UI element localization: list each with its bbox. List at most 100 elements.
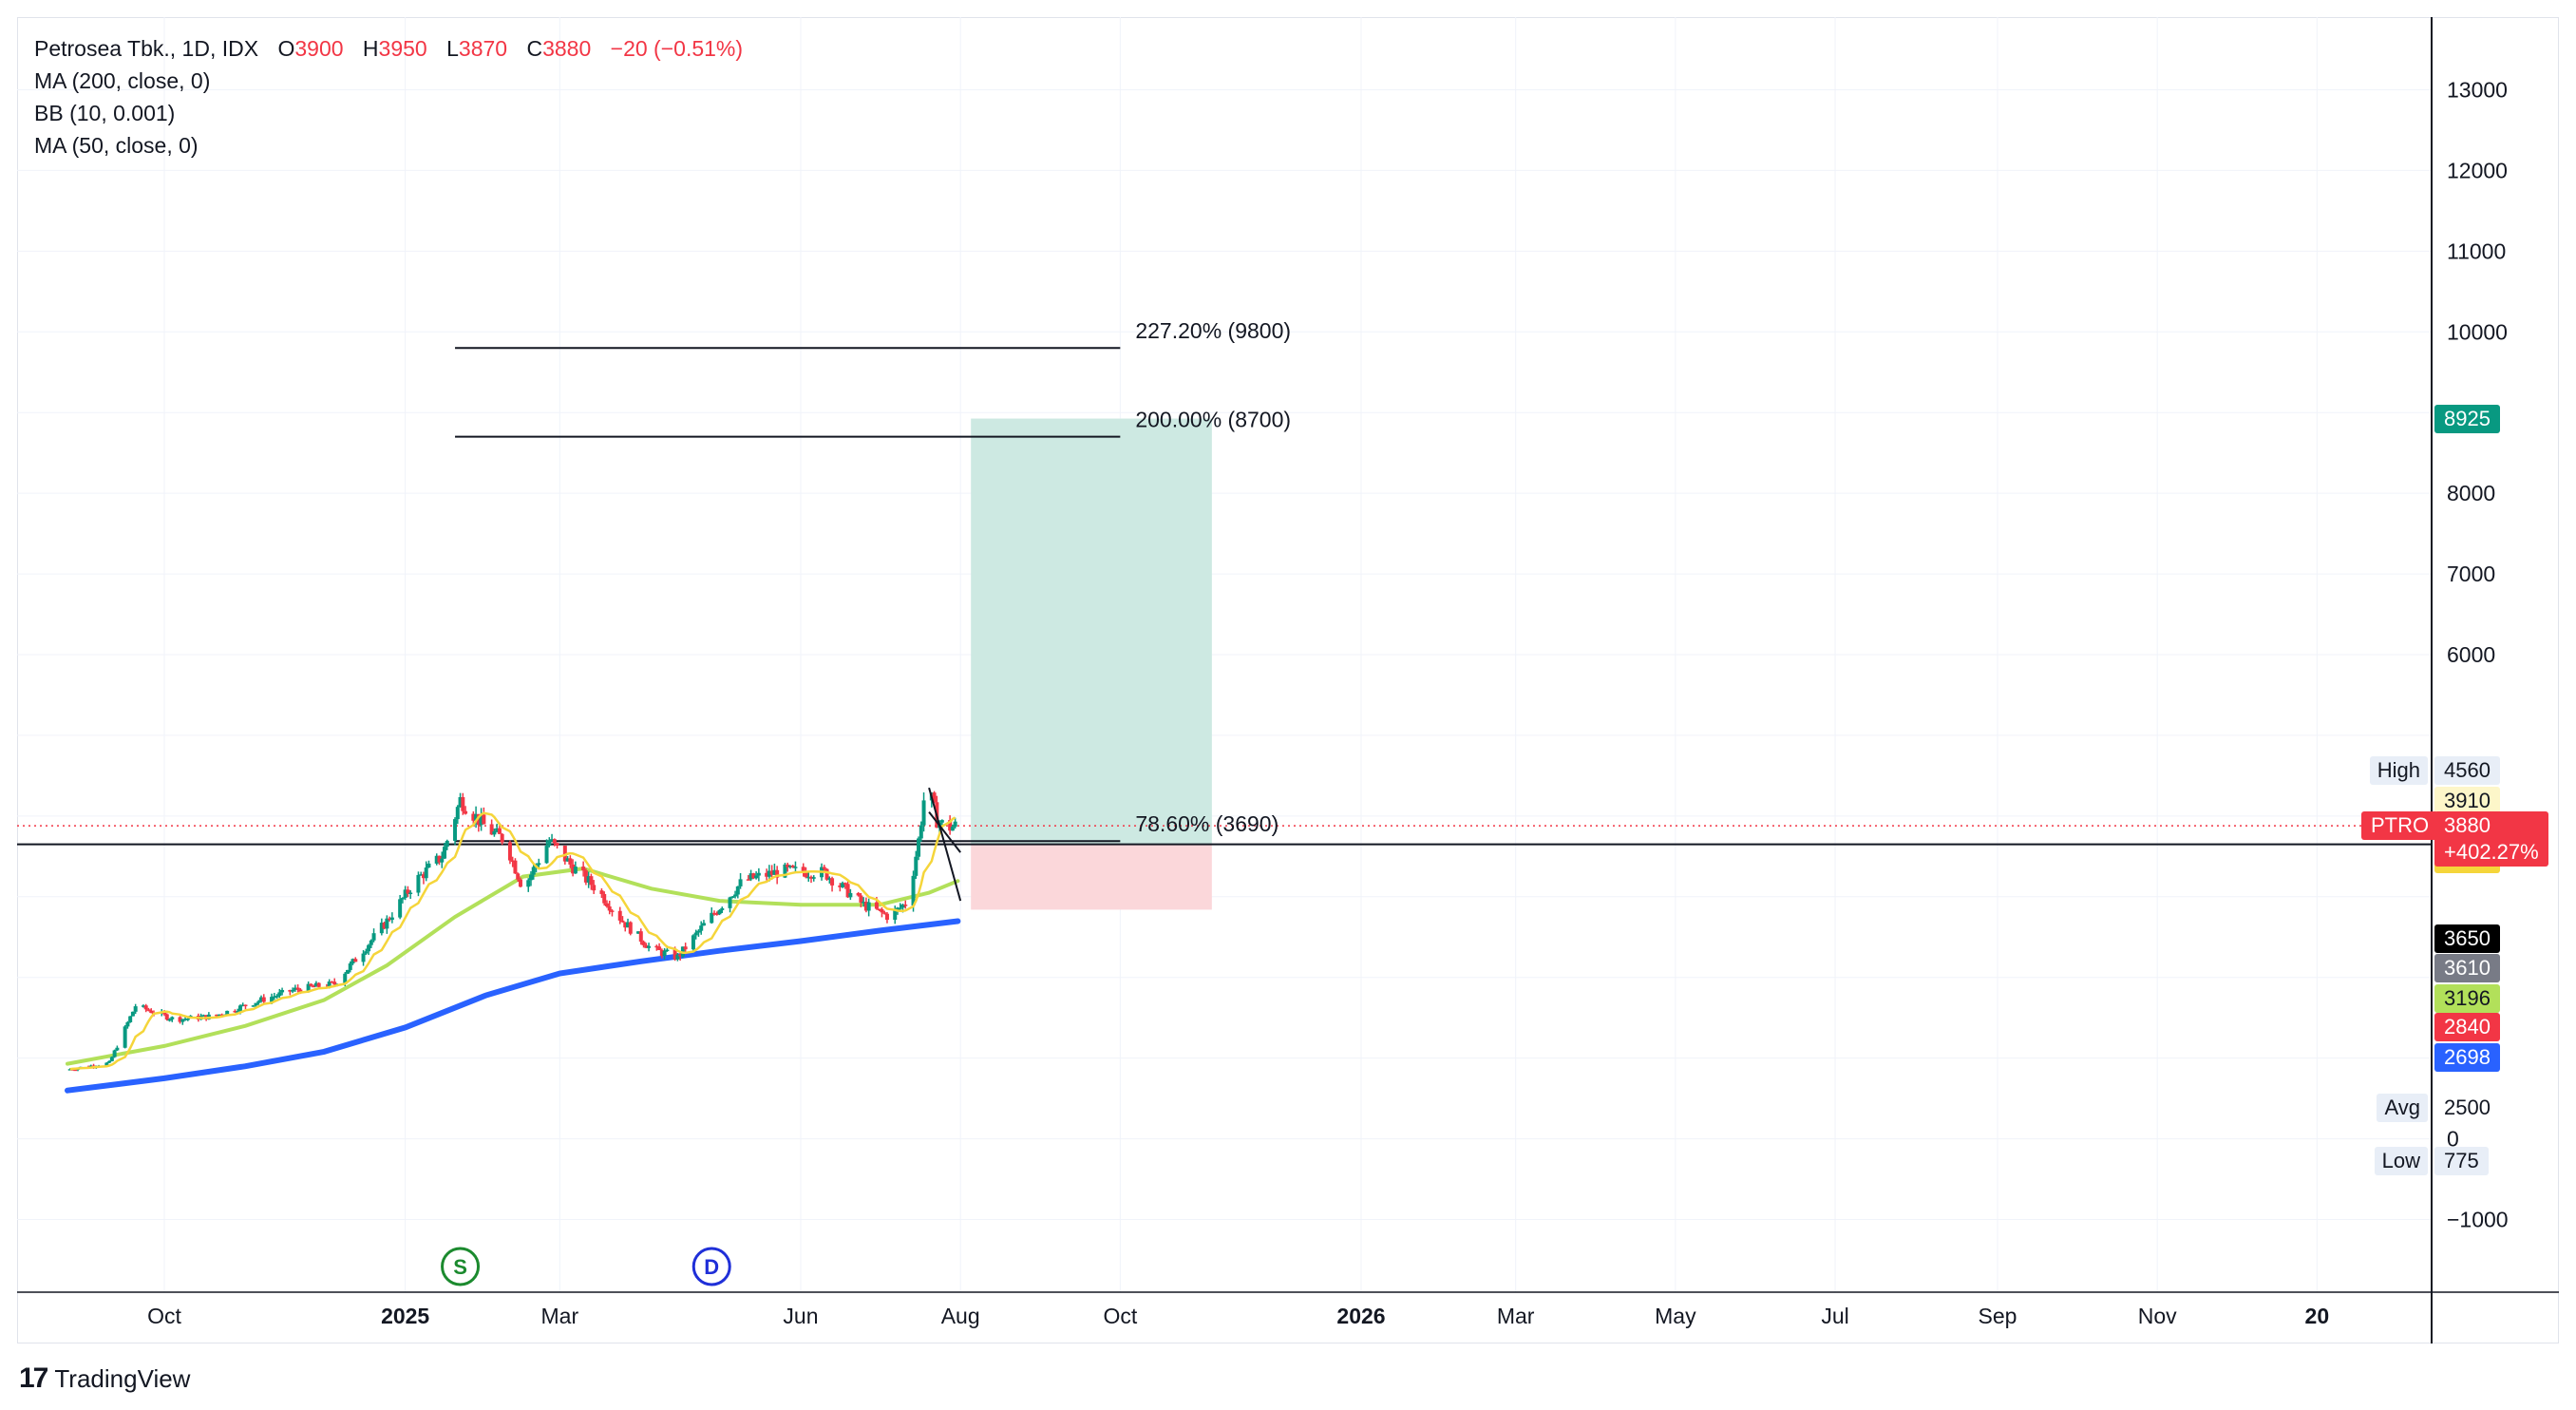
candle-body: [845, 884, 850, 898]
candle-body: [143, 1005, 148, 1010]
candle-body: [874, 902, 879, 909]
candle-body: [240, 1004, 245, 1006]
candle-body: [500, 833, 504, 843]
candle-body: [361, 953, 366, 962]
candle-body: [786, 864, 790, 867]
indicator-ma50[interactable]: MA (50, close, 0): [34, 133, 199, 158]
candle-body: [149, 1010, 154, 1014]
candle-body: [748, 873, 753, 880]
candle-body: [426, 863, 431, 868]
candle-body: [659, 949, 664, 957]
stop-zone: [971, 844, 1212, 910]
profit-zone: [971, 418, 1212, 845]
last-price-tag: 3880 +402.27%: [2434, 811, 2548, 867]
candle-body: [243, 1004, 248, 1007]
price-tick-label: 7000: [2447, 562, 2495, 586]
price-axis-tag: 2500: [2434, 1094, 2500, 1123]
candle-body: [233, 1010, 237, 1013]
indicator-ma200[interactable]: MA (200, close, 0): [34, 68, 211, 93]
candle-body: [848, 892, 853, 898]
candle-body: [141, 1005, 145, 1007]
chart-area[interactable]: [17, 17, 2559, 1343]
candle-body: [327, 981, 331, 987]
candle-body: [471, 813, 476, 821]
candle-body: [914, 856, 919, 876]
candle-body: [822, 867, 826, 869]
candle-body: [348, 962, 352, 970]
candle-body: [900, 905, 905, 908]
candle-body: [130, 1011, 135, 1017]
fib-level-label: 227.20% (9800): [1135, 318, 1291, 343]
candle-body: [67, 1069, 72, 1071]
candle-body: [772, 869, 777, 875]
ohlc-row: Petrosea Tbk., 1D, IDX O3900 H3950 L3870…: [34, 32, 743, 65]
candle-body: [270, 997, 275, 1002]
candle-body: [332, 981, 337, 985]
tradingview-brand[interactable]: 17 TradingView: [19, 1362, 190, 1395]
candle-body: [492, 830, 497, 835]
candle-body: [259, 997, 264, 1001]
stat-label-high: High: [2369, 756, 2428, 786]
time-tick-label: Jun: [783, 1304, 818, 1328]
candle-body: [133, 1006, 138, 1012]
time-tick-label: May: [1655, 1304, 1696, 1328]
price-axis-tag: 3196: [2434, 983, 2500, 1013]
candle-body: [710, 912, 714, 924]
candle-body: [787, 866, 792, 867]
indicator-bb[interactable]: BB (10, 0.001): [34, 101, 176, 125]
candle-body: [309, 983, 313, 986]
candle-body: [617, 910, 622, 921]
candle-body: [793, 867, 798, 868]
candle-body: [547, 840, 552, 847]
candle-body: [801, 867, 805, 872]
candle-body: [843, 883, 847, 885]
time-tick-label: 20: [2305, 1304, 2330, 1328]
candle-body: [641, 942, 646, 945]
candle-body: [623, 922, 628, 928]
candle-body: [440, 858, 445, 863]
candle-body: [711, 912, 716, 915]
candle-body: [841, 883, 845, 887]
candle-body: [571, 864, 576, 874]
candle-body: [272, 996, 276, 999]
candle-body: [528, 874, 533, 881]
time-tick-label: Oct: [1103, 1304, 1137, 1328]
candle-body: [607, 906, 612, 911]
candle-body: [895, 907, 900, 910]
chart-legend: Petrosea Tbk., 1D, IDX O3900 H3950 L3870…: [34, 32, 743, 162]
bb-basis-line: [69, 811, 957, 1071]
candle-body: [856, 892, 861, 896]
candle-body: [599, 890, 604, 894]
candle-body: [827, 878, 832, 880]
candle-body: [602, 893, 607, 904]
candle-body: [898, 907, 902, 909]
candle-body: [217, 1014, 221, 1017]
candle-body: [911, 875, 916, 906]
candle-body: [495, 828, 500, 831]
candle-body: [562, 845, 567, 862]
candle-body: [783, 864, 787, 878]
candle-body: [183, 1019, 188, 1020]
candle-body: [775, 869, 780, 878]
candle-body: [201, 1015, 206, 1017]
time-tick-label: Mar: [541, 1304, 579, 1328]
symbol-title[interactable]: Petrosea Tbk., 1D, IDX: [34, 36, 259, 61]
candle-body: [672, 949, 677, 960]
candle-body: [859, 895, 863, 903]
candle-body: [767, 870, 771, 877]
candle-body: [809, 876, 814, 879]
price-axis-tag: 2840: [2434, 1013, 2500, 1042]
candle-body: [419, 874, 424, 876]
candle-body: [313, 982, 318, 987]
candle-body: [453, 819, 458, 841]
candle-body: [510, 860, 515, 863]
candle-body: [693, 932, 698, 936]
candle-body: [665, 949, 670, 952]
candle-body: [225, 1010, 230, 1016]
candle-body: [526, 880, 531, 887]
candle-body: [804, 871, 808, 878]
candle-body: [343, 973, 348, 984]
candle-body: [170, 1017, 175, 1019]
candle-body: [254, 1002, 258, 1006]
